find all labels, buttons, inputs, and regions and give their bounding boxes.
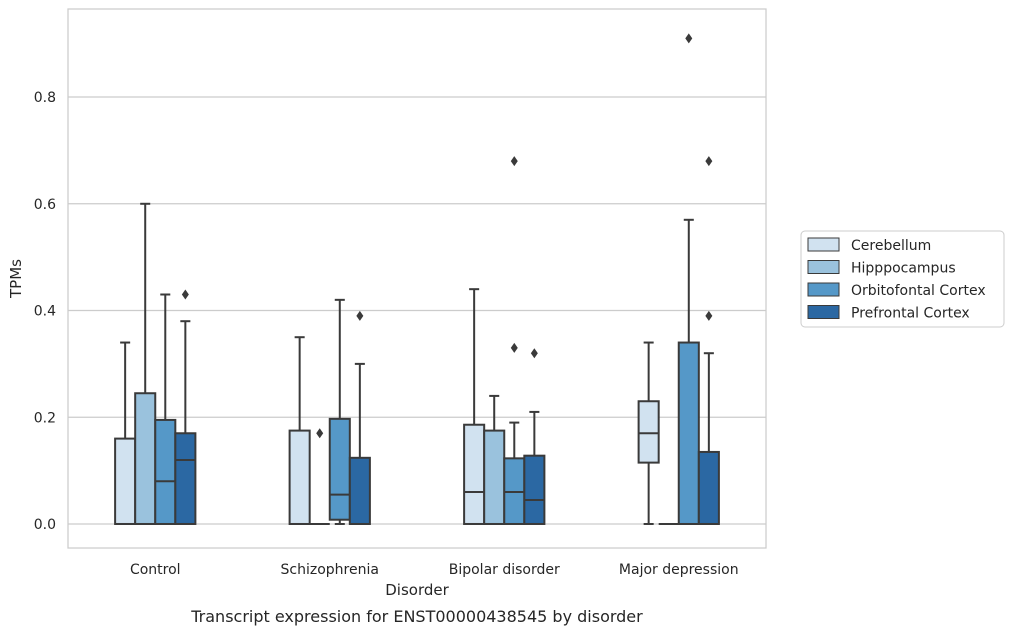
plot-area-frame bbox=[67, 8, 767, 549]
legend-label: Cerebellum bbox=[851, 238, 931, 254]
legend-swatch bbox=[807, 305, 840, 319]
y-tick-label: 0.8 bbox=[34, 90, 56, 106]
box-body bbox=[114, 437, 137, 525]
box bbox=[114, 341, 137, 525]
x-axis-ticks: Control Schizophrenia Bipolar disorder Majo… bbox=[130, 562, 739, 578]
box-body bbox=[697, 450, 720, 525]
series-prefrontal-cortex bbox=[174, 156, 720, 525]
legend: Cerebellum Hipppocampus Orbitofontal Corte… bbox=[800, 230, 1005, 328]
y-tick-label: 0.2 bbox=[34, 410, 56, 426]
box-body bbox=[483, 429, 506, 525]
legend-item: Hipppocampus bbox=[807, 260, 956, 277]
box-body bbox=[348, 456, 371, 525]
box bbox=[288, 336, 311, 525]
box bbox=[174, 289, 197, 525]
legend-swatch bbox=[807, 237, 840, 252]
x-tick-label: Schizophrenia bbox=[281, 562, 379, 578]
box bbox=[463, 288, 486, 525]
box bbox=[134, 202, 157, 525]
y-tick-label: 0.6 bbox=[34, 197, 56, 213]
box bbox=[309, 428, 330, 525]
box bbox=[328, 298, 351, 525]
outlier-point bbox=[705, 156, 713, 167]
box bbox=[503, 156, 526, 525]
series-orbitofontal-cortex bbox=[154, 33, 700, 525]
box bbox=[523, 348, 546, 525]
box bbox=[348, 310, 371, 525]
box-body bbox=[134, 392, 157, 525]
box bbox=[483, 394, 506, 525]
legend-item: Prefrontal Cortex bbox=[807, 305, 970, 322]
series-cerebellum bbox=[114, 288, 660, 525]
box bbox=[154, 293, 177, 525]
x-tick-label: Major depression bbox=[619, 562, 739, 578]
box-body bbox=[174, 432, 197, 525]
outlier-point bbox=[530, 348, 538, 359]
legend-swatch bbox=[807, 282, 840, 297]
x-tick-label: Bipolar disorder bbox=[449, 562, 560, 578]
legend-item: Orbitofontal Cortex bbox=[807, 282, 986, 299]
y-tick-label: 0.4 bbox=[34, 304, 56, 320]
chart-caption: Transcript expression for ENST0000043854… bbox=[190, 607, 643, 626]
outlier-point bbox=[510, 156, 518, 167]
series-hipppocampus bbox=[134, 202, 679, 525]
legend-label: Prefrontal Cortex bbox=[851, 306, 970, 322]
legend-label: Hipppocampus bbox=[851, 261, 956, 277]
box-series-group bbox=[114, 33, 720, 525]
outlier-point bbox=[181, 289, 189, 300]
outlier-point bbox=[356, 310, 364, 321]
box-body bbox=[677, 341, 700, 525]
outlier-point bbox=[316, 428, 324, 439]
y-tick-label: 0.0 bbox=[34, 517, 56, 533]
box-body bbox=[523, 454, 546, 525]
box bbox=[697, 156, 720, 525]
box-body bbox=[288, 429, 311, 525]
x-tick-label: Control bbox=[130, 562, 181, 578]
y-axis-ticks: 0.0 0.2 0.4 0.6 0.8 bbox=[34, 90, 56, 533]
outlier-point bbox=[705, 310, 713, 321]
box bbox=[677, 33, 700, 525]
outlier-point bbox=[510, 342, 518, 353]
box-body bbox=[463, 423, 486, 525]
legend-frame bbox=[800, 230, 1005, 328]
legend-swatch bbox=[807, 260, 840, 274]
x-axis-label: Disorder bbox=[385, 581, 449, 599]
outlier-point bbox=[685, 33, 693, 44]
box-body bbox=[637, 400, 660, 464]
y-axis-label: TPMs bbox=[7, 259, 25, 299]
legend-label: Orbitofontal Cortex bbox=[851, 283, 986, 299]
box-body bbox=[154, 418, 177, 525]
box-body bbox=[328, 417, 351, 521]
legend-item: Cerebellum bbox=[807, 237, 931, 254]
box bbox=[637, 341, 660, 525]
